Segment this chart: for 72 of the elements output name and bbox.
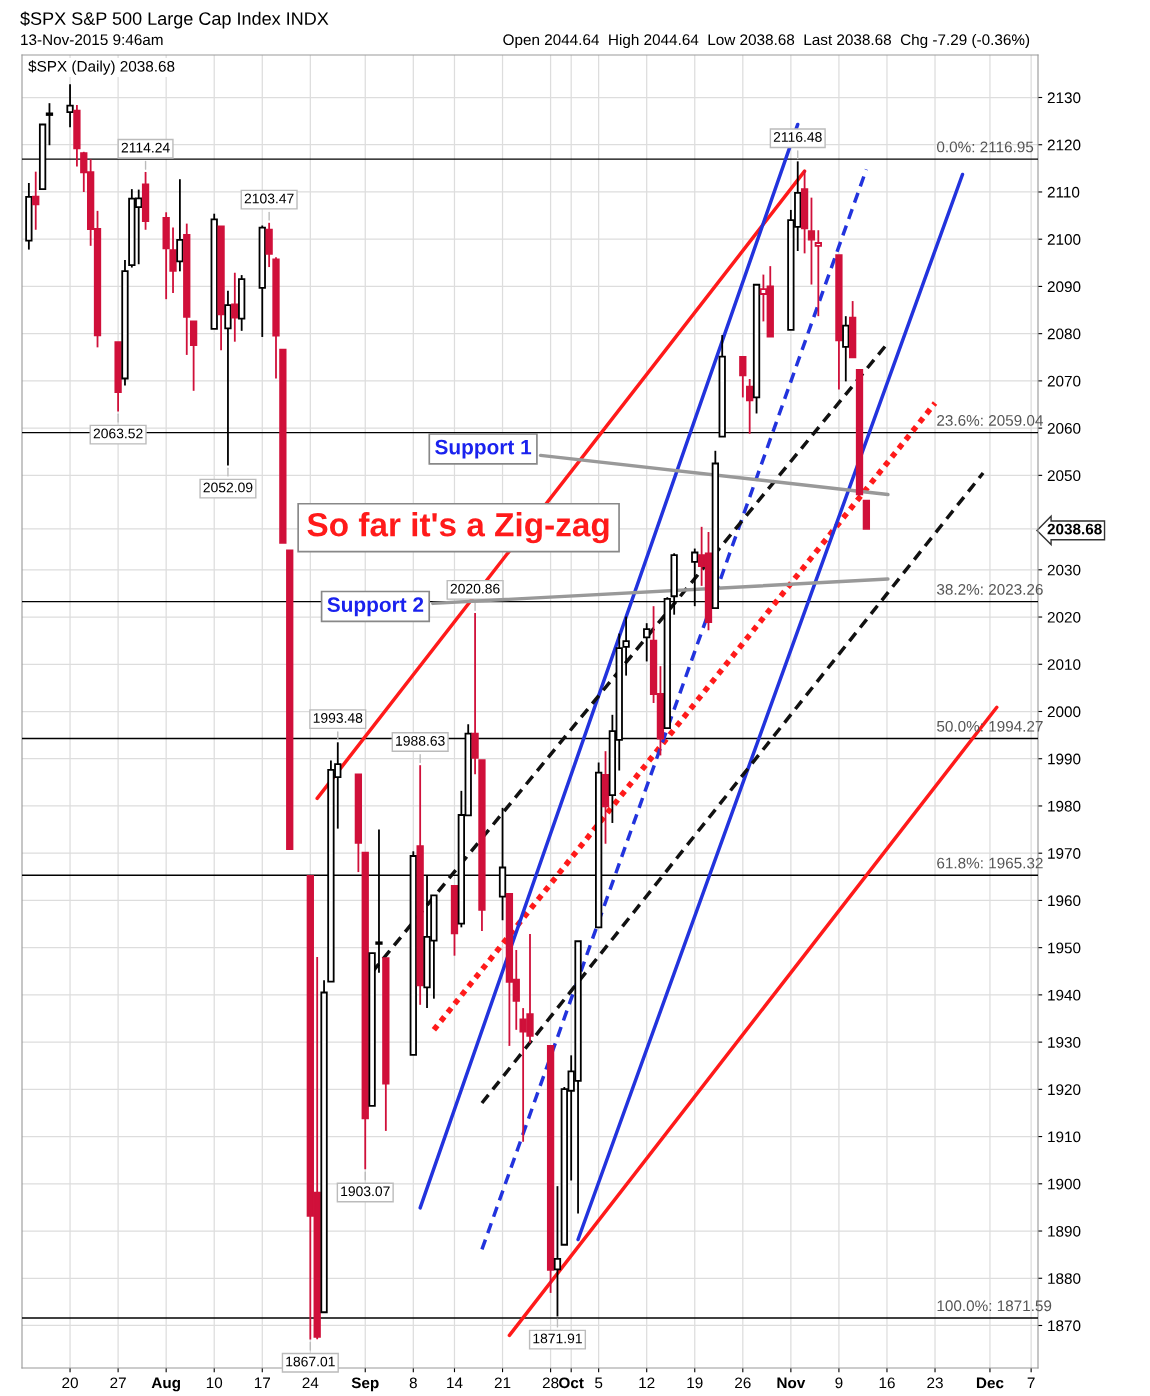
x-tick-label: Oct	[559, 1377, 584, 1389]
y-tick-label: 2120	[1047, 139, 1081, 151]
y-tick-label: 2070	[1047, 375, 1081, 387]
y-tick-label: 1900	[1048, 1178, 1081, 1190]
x-tick-label: Aug	[151, 1377, 180, 1392]
y-tick-label: 2030	[1047, 564, 1081, 576]
x-tick-label: 16	[879, 1377, 895, 1389]
y-tick-label: 2000	[1047, 706, 1081, 718]
x-tick-label: 14	[447, 1377, 463, 1389]
text: Open 2044.64 High 2044.64 Low 2038.68 Last 2038.68 Chg -7.29 (-0.36%)	[503, 33, 1030, 49]
annotation: 1871.91	[533, 1333, 582, 1344]
y-tick-label: 2110	[1047, 186, 1080, 198]
annotation: 1988.63	[396, 735, 445, 746]
annotation: $SPX (Daily) 2038.68	[28, 60, 175, 75]
ref-line-label: 61.8%: 1965.32	[937, 857, 1043, 869]
x-tick-label: 24	[302, 1377, 319, 1389]
ref-line-label: 0.0%: 2116.95	[937, 141, 1034, 153]
annotation: 1903.07	[341, 1186, 390, 1197]
y-tick-label: 2060	[1047, 422, 1081, 434]
ref-line-label: 100.0%: 1871.59	[937, 1300, 1052, 1312]
y-tick-label: 2100	[1047, 234, 1081, 245]
y-tick-label: 1930	[1048, 1036, 1081, 1048]
y-tick-label: 1990	[1048, 753, 1081, 765]
chart-title: $SPX S&P 500 Large Cap Index INDX	[20, 11, 329, 29]
y-tick-label: 1880	[1048, 1273, 1081, 1284]
y-tick-label: 1870	[1048, 1320, 1081, 1332]
y-tick-label: 1980	[1048, 800, 1081, 812]
ref-line-label: 38.2%: 2023.26	[936, 584, 1043, 595]
x-tick-label: 17	[254, 1377, 270, 1389]
annotation: 2020.86	[450, 583, 500, 594]
x-tick-label: 23	[927, 1377, 943, 1389]
x-tick-label: 8	[409, 1377, 417, 1389]
annotation: 2052.09	[203, 482, 253, 493]
x-tick-label: 5	[595, 1377, 603, 1389]
y-tick-label: 2020	[1047, 611, 1081, 623]
annotation: Support 1	[435, 439, 532, 459]
x-tick-label: 7	[1027, 1377, 1035, 1389]
x-tick-label: 21	[494, 1377, 511, 1389]
x-tick-label: Dec	[976, 1377, 1004, 1389]
annotation: Support 2	[327, 597, 424, 617]
x-tick-label: 9	[835, 1377, 843, 1389]
annotation: 2103.47	[244, 193, 294, 204]
x-tick-label: 20	[62, 1377, 78, 1389]
y-tick-label: 2130	[1047, 92, 1081, 104]
y-tick-label: 1890	[1048, 1225, 1081, 1237]
annotation: 2114.24	[121, 142, 170, 153]
y-tick-label: 1950	[1048, 942, 1081, 954]
annotation: 2063.52	[93, 428, 143, 439]
annotation: 1867.01	[286, 1356, 335, 1367]
x-tick-label: Sep	[351, 1377, 379, 1392]
x-tick-label: 26	[735, 1377, 751, 1389]
y-tick-label: 1970	[1048, 848, 1081, 859]
y-tick-label: 2090	[1047, 281, 1081, 293]
y-tick-label: 2010	[1047, 659, 1081, 670]
x-tick-label: 10	[206, 1377, 223, 1389]
annotation: So far it's a Zig-zag	[307, 512, 609, 544]
y-tick-label: 1940	[1048, 989, 1081, 1001]
annotation: 2116.48	[773, 132, 822, 142]
chart-subtitle: 13-Nov-2015 9:46am	[21, 34, 163, 46]
x-tick-label: 12	[639, 1377, 655, 1389]
x-tick-label: 19	[687, 1377, 703, 1389]
ref-line-label: 23.6%: 2059.04	[937, 415, 1043, 426]
y-tick-label: 2038.68	[1047, 523, 1102, 535]
y-tick-label: 1920	[1048, 1084, 1081, 1096]
x-tick-label: 27	[110, 1377, 126, 1389]
x-tick-label: Nov	[777, 1377, 806, 1389]
y-tick-label: 1910	[1048, 1131, 1081, 1143]
y-tick-label: 1960	[1048, 895, 1081, 907]
y-tick-label: 2050	[1047, 470, 1081, 482]
y-tick-label: 2080	[1047, 328, 1081, 340]
x-tick-label: 28	[542, 1377, 559, 1389]
annotation: 1993.48	[313, 713, 363, 723]
